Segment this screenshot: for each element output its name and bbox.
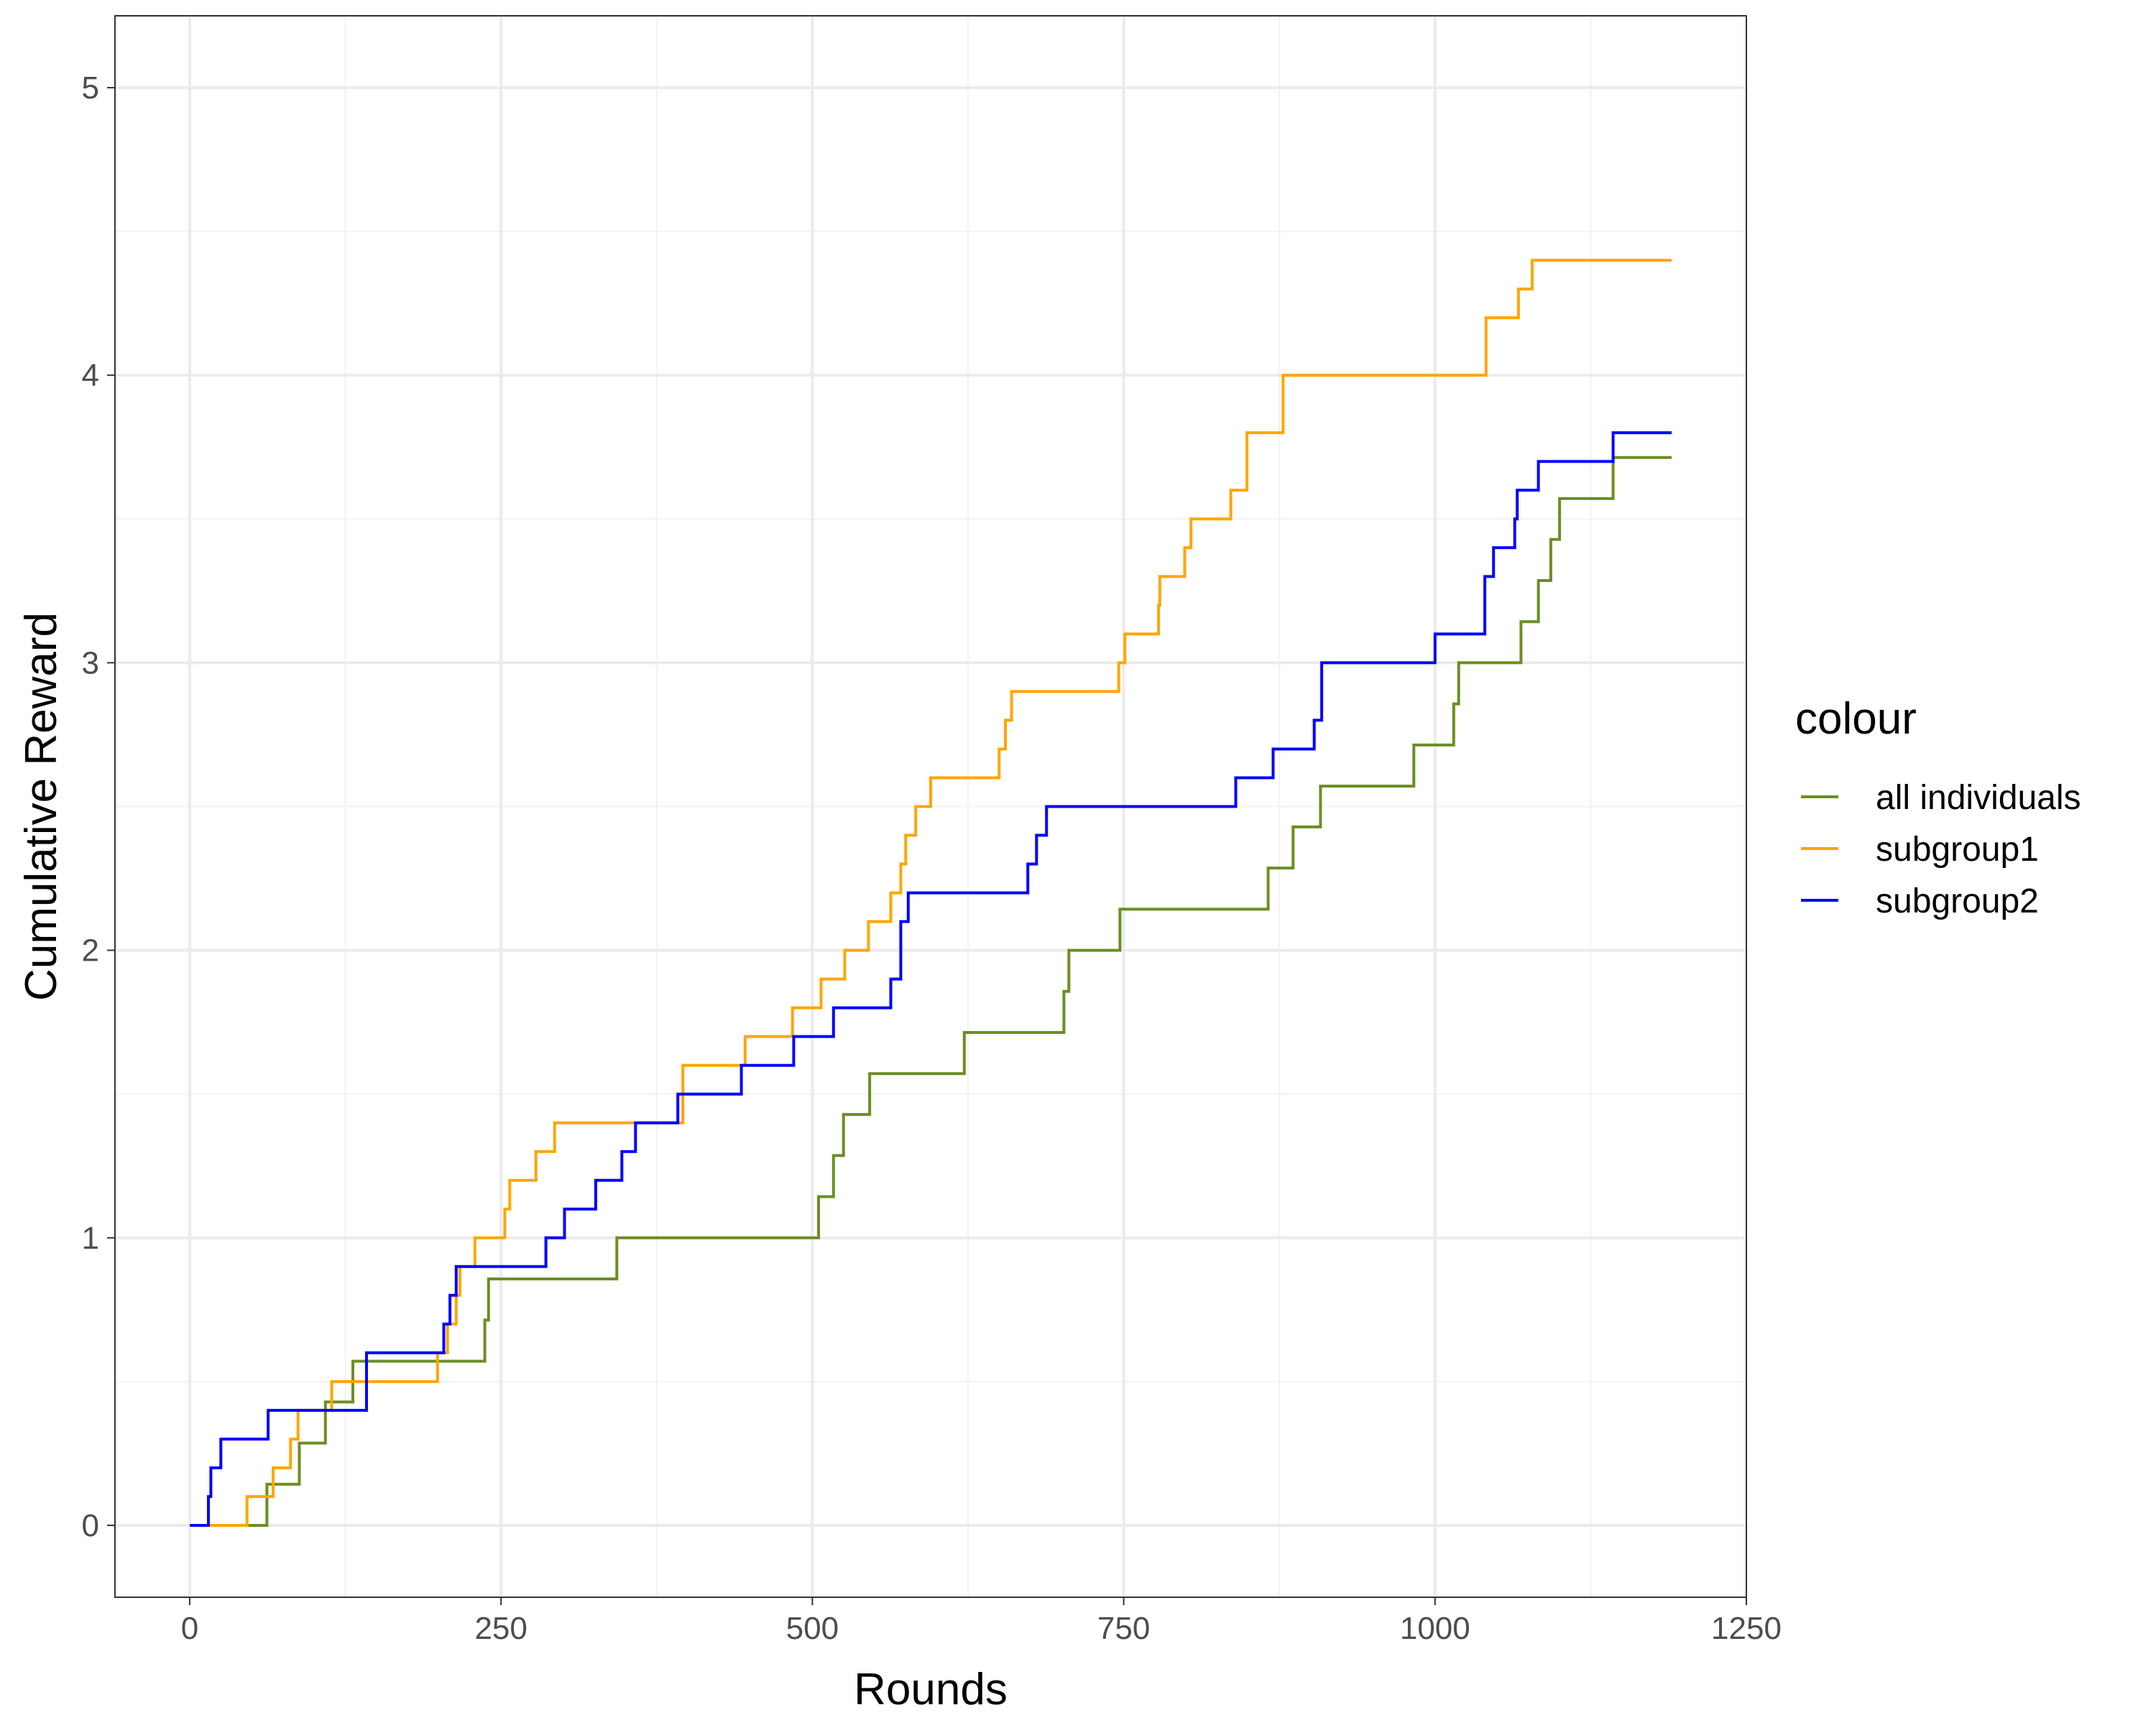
legend-title: colour (1795, 694, 1917, 744)
series-layer (190, 259, 1672, 1527)
y-tick-label: 1 (82, 1221, 99, 1256)
legend-label-subgroup2: subgroup2 (1876, 882, 2039, 920)
series-line-subgroup1 (190, 259, 1672, 1527)
legend: colour all individuals subgroup1 subgroup2 (1795, 694, 2081, 920)
series-line-subgroup2 (190, 431, 1672, 1527)
y-tick-label: 3 (82, 645, 99, 680)
x-tick-label: 1000 (1400, 1611, 1470, 1646)
legend-label-all-individuals: all individuals (1876, 779, 2081, 817)
plot-panel-border (114, 15, 1747, 1598)
x-tick-label: 500 (786, 1611, 839, 1646)
series-line-all-individuals (190, 456, 1672, 1527)
y-axis-title: Cumulative Reward (17, 612, 66, 1001)
x-tick-label: 750 (1097, 1611, 1150, 1646)
y-tick-label: 0 (82, 1508, 99, 1543)
x-axis-title: Rounds (854, 1665, 1008, 1714)
x-tick-label: 250 (474, 1611, 527, 1646)
y-tick-label: 5 (82, 70, 99, 106)
y-tick-label: 4 (82, 358, 99, 393)
axis-layer: 0 250 500 750 1000 1250 0 1 2 3 4 5 (82, 70, 1782, 1646)
legend-label-subgroup1: subgroup1 (1876, 831, 2039, 869)
x-tick-label: 0 (181, 1611, 198, 1646)
x-tick-label: 1250 (1711, 1611, 1782, 1646)
y-tick-label: 2 (82, 933, 99, 969)
